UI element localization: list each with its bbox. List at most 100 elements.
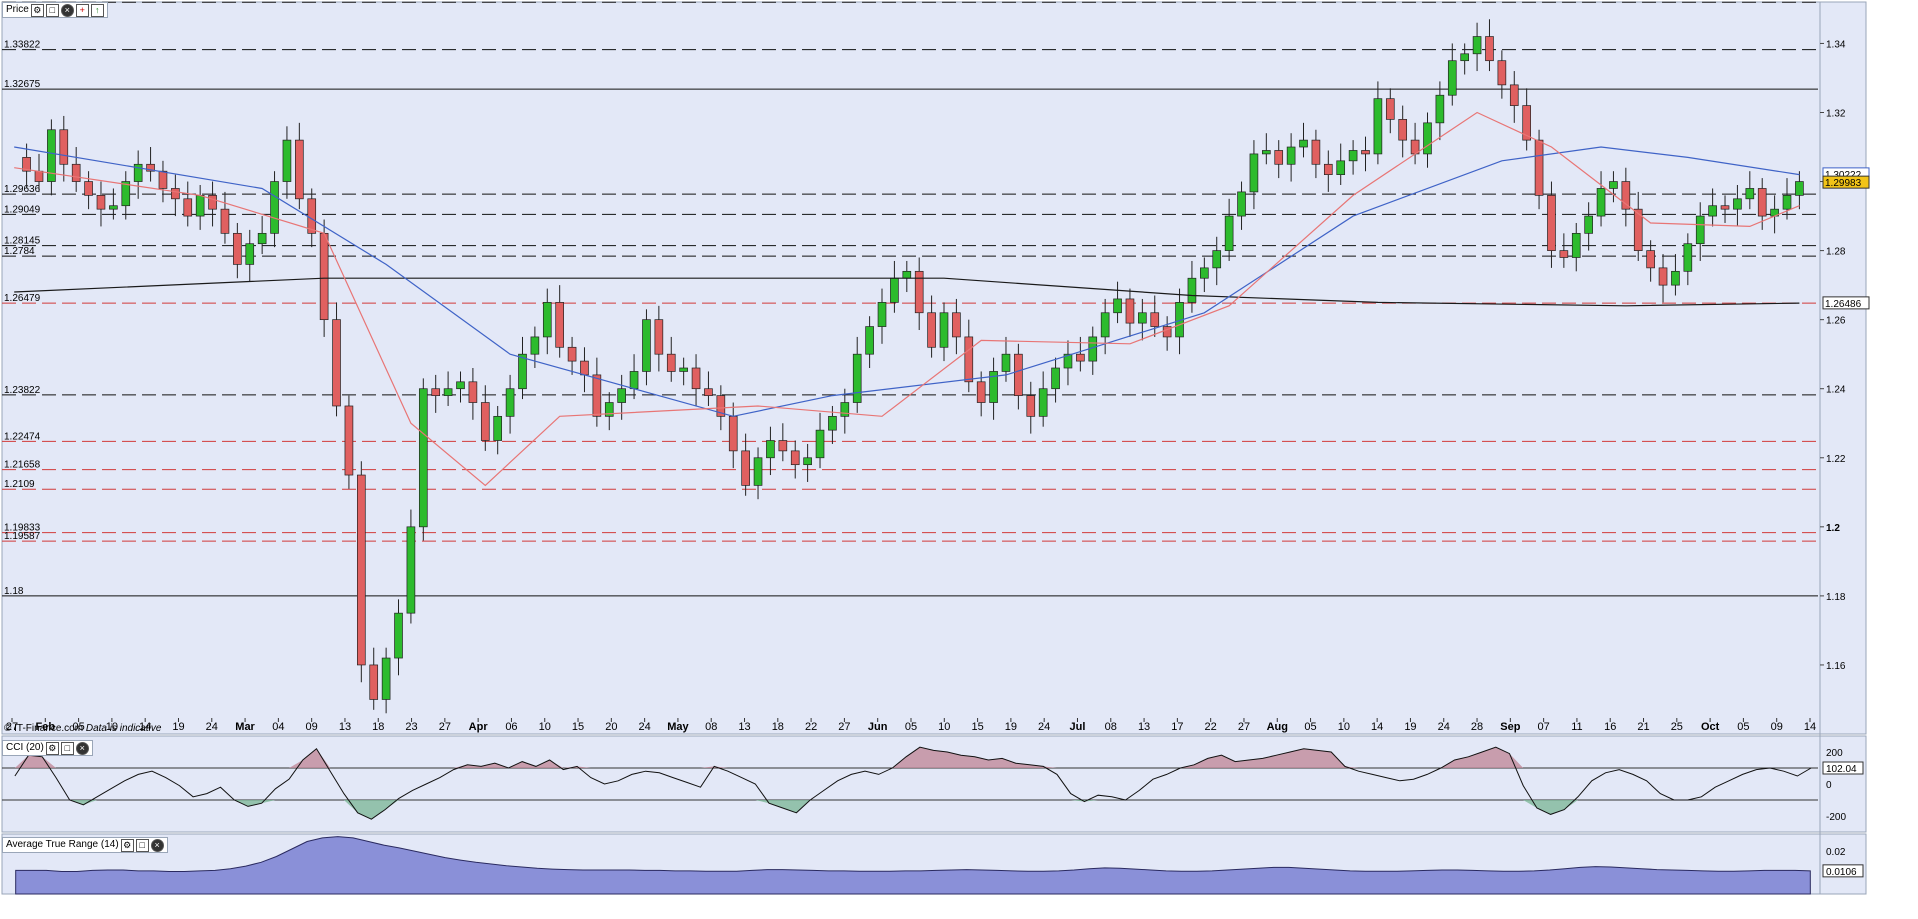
- x-tick-label: 15: [572, 721, 584, 733]
- window-icon[interactable]: □: [45, 3, 59, 17]
- x-tick-label: 16: [1604, 721, 1616, 733]
- price-marker-label: 1.26486: [1825, 299, 1862, 310]
- x-tick-label: 13: [339, 721, 351, 733]
- bullish-candle: [1596, 188, 1606, 217]
- bullish-candle: [1795, 181, 1804, 196]
- bearish-candle: [319, 232, 329, 321]
- bearish-candle: [332, 319, 341, 407]
- price-panel-header[interactable]: Price ⚙ □ × + ↑: [2, 2, 108, 18]
- bullish-candle: [840, 402, 850, 417]
- x-tick-label: Oct: [1701, 721, 1720, 733]
- bullish-candle: [518, 353, 527, 390]
- bullish-candle: [195, 195, 205, 217]
- bullish-candle: [1286, 146, 1296, 165]
- bearish-candle: [1311, 139, 1321, 165]
- atr-value-label: 0.0106: [1826, 867, 1857, 878]
- x-tick-label: 07: [1538, 721, 1550, 733]
- bullish-candle: [1745, 188, 1755, 200]
- bullish-candle: [1224, 215, 1234, 251]
- disclaimer-label: Data is indicative: [85, 723, 162, 734]
- x-tick-label: 24: [1438, 721, 1450, 733]
- bullish-candle: [394, 612, 403, 659]
- bearish-candle: [171, 188, 180, 200]
- bearish-candle: [1026, 395, 1036, 417]
- bearish-candle: [220, 208, 230, 234]
- bullish-candle: [505, 388, 515, 417]
- bearish-candle: [22, 157, 31, 172]
- level-label: 1.19833: [4, 523, 41, 534]
- bullish-candle: [766, 440, 775, 459]
- bullish-candle: [877, 302, 887, 327]
- x-tick-label: 24: [639, 721, 651, 733]
- bearish-candle: [34, 170, 44, 182]
- bearish-candle: [96, 195, 106, 210]
- bearish-candle: [1361, 150, 1370, 155]
- cci-value-marker: [1822, 761, 1864, 775]
- bullish-candle: [642, 319, 651, 372]
- x-tick-label: 08: [1105, 721, 1117, 733]
- cci-tick-label: -200: [1826, 812, 1846, 823]
- atr-panel-header[interactable]: Average True Range (14) ⚙ □ ×: [2, 837, 168, 853]
- bearish-candle: [1274, 150, 1284, 165]
- window-icon[interactable]: □: [135, 838, 149, 852]
- cci-line: [14, 746, 1812, 820]
- x-tick-label: 13: [1138, 721, 1150, 733]
- bearish-candle: [1547, 195, 1556, 251]
- bearish-candle: [716, 395, 726, 417]
- wrench-icon[interactable]: ⚙: [120, 838, 134, 852]
- bullish-candle: [939, 312, 949, 348]
- level-label: 1.26479: [4, 293, 41, 304]
- bullish-candle: [1571, 232, 1581, 258]
- bearish-candle: [976, 381, 986, 403]
- x-tick-label: 14: [1804, 721, 1816, 733]
- close-icon[interactable]: ×: [60, 3, 74, 17]
- bullish-candle: [47, 129, 56, 182]
- wrench-icon[interactable]: ⚙: [30, 3, 44, 17]
- wrench-icon[interactable]: ⚙: [45, 741, 59, 755]
- price-tick-label: 1.26: [1826, 316, 1846, 327]
- bullish-candle: [1373, 98, 1383, 155]
- x-tick-label: 08: [705, 721, 717, 733]
- x-tick-label: Mar: [235, 721, 255, 733]
- x-tick-label: 23: [405, 721, 417, 733]
- x-tick-label: 09: [306, 721, 318, 733]
- cci-value-label: 102.04: [1826, 764, 1857, 775]
- bearish-candle: [1522, 105, 1531, 141]
- price-tick-label: 1.2: [1826, 523, 1840, 534]
- source-footer: © IT-Finance.com Data is indicative: [4, 723, 161, 734]
- bearish-candle: [208, 195, 217, 210]
- bullish-candle: [1262, 150, 1271, 155]
- bearish-candle: [1559, 250, 1569, 258]
- x-tick-label: Aug: [1267, 721, 1288, 733]
- bullish-candle: [753, 457, 763, 486]
- bearish-candle: [1621, 181, 1631, 210]
- cci-panel-header[interactable]: CCI (20) ⚙ □ ×: [2, 740, 93, 756]
- close-icon[interactable]: ×: [150, 838, 164, 852]
- level-label: 1.35194: [4, 0, 41, 3]
- bullish-candle: [679, 367, 688, 372]
- level-label: 1.22474: [4, 431, 41, 442]
- x-tick-label: 17: [1171, 721, 1183, 733]
- close-icon[interactable]: ×: [75, 741, 89, 755]
- x-tick-label: 27: [439, 721, 451, 733]
- cci-tick-label: 200: [1826, 748, 1843, 759]
- bullish-candle: [629, 371, 639, 390]
- bullish-candle: [1671, 270, 1680, 286]
- x-tick-label: 05: [72, 721, 84, 733]
- x-tick-label: 05: [905, 721, 917, 733]
- sma-slow-line: [14, 277, 1800, 307]
- bearish-candle: [295, 139, 304, 200]
- x-tick-label: Jun: [868, 721, 888, 733]
- bearish-candle: [1385, 98, 1395, 120]
- level-label: 1.29049: [4, 204, 41, 215]
- bearish-candle: [927, 312, 936, 348]
- bearish-candle: [778, 440, 788, 452]
- add-indicator-icon[interactable]: +: [75, 3, 89, 17]
- move-up-icon[interactable]: ↑: [90, 3, 104, 17]
- x-tick-label: 15: [971, 721, 983, 733]
- bullish-candle: [493, 415, 503, 441]
- x-tick-label: 14: [1371, 721, 1383, 733]
- x-tick-label: 05: [1304, 721, 1316, 733]
- x-tick-label: 11: [1571, 721, 1582, 733]
- window-icon[interactable]: □: [60, 741, 74, 755]
